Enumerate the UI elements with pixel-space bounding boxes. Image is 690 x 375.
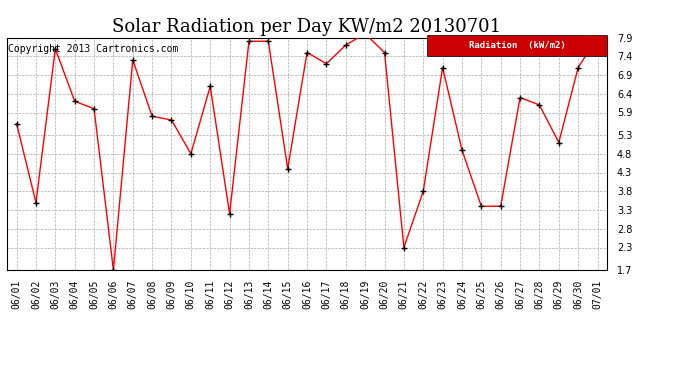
Text: Radiation  (kW/m2): Radiation (kW/m2) xyxy=(469,41,566,50)
FancyBboxPatch shape xyxy=(427,35,607,56)
Title: Solar Radiation per Day KW/m2 20130701: Solar Radiation per Day KW/m2 20130701 xyxy=(112,18,502,36)
Text: Copyright 2013 Cartronics.com: Copyright 2013 Cartronics.com xyxy=(8,45,179,54)
